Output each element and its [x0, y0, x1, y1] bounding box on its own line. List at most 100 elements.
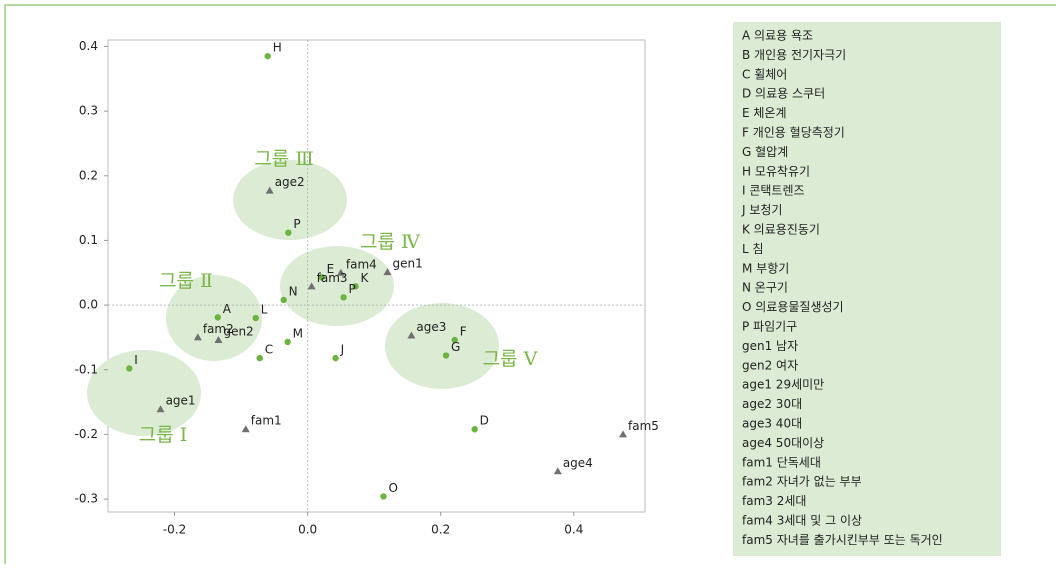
- legend-entry: fam3 2세대: [742, 494, 806, 508]
- point-label: H: [273, 41, 282, 55]
- point: [340, 294, 347, 301]
- point: [471, 426, 478, 433]
- point-label: O: [388, 481, 397, 495]
- point: [264, 52, 271, 60]
- point-label: C: [265, 343, 273, 357]
- group-region: [87, 350, 201, 436]
- frame: [4, 4, 1056, 564]
- point: [553, 467, 562, 475]
- group-label: 그룹 Ⅱ: [159, 270, 213, 292]
- y-tick-label: 0.4: [79, 39, 98, 53]
- point: [332, 354, 339, 362]
- point: [285, 229, 292, 236]
- point-label: L: [261, 303, 268, 317]
- legend-entry: F 개인용 혈당측정기: [742, 126, 845, 140]
- point-label: F: [460, 325, 467, 339]
- point: [280, 296, 287, 304]
- legend-entry: P 파임기구: [742, 320, 797, 334]
- point: [252, 314, 259, 322]
- point: [193, 333, 202, 341]
- point: [265, 186, 274, 194]
- group-region: [166, 275, 262, 361]
- legend-entry: fam1 단독세대: [742, 455, 821, 469]
- legend-entry: A 의료용 욕조: [742, 29, 813, 43]
- point-label: P: [349, 282, 356, 296]
- point-label: D: [480, 414, 489, 428]
- y-tick-label: 0.1: [79, 233, 98, 247]
- point-label: age4: [563, 456, 593, 470]
- point: [380, 493, 387, 500]
- point-label: age1: [166, 394, 196, 408]
- point-label: gen1: [392, 257, 422, 271]
- group-label: 그룹 Ⅳ: [360, 231, 421, 253]
- point: [214, 336, 223, 344]
- x-tick-label: 0.2: [431, 523, 450, 537]
- legend-entry: D 의료용 스쿠터: [742, 87, 825, 101]
- legend-entry: fam5 자녀를 출가시킨부부 또는 독거인: [742, 533, 943, 547]
- point-label: P: [293, 217, 300, 231]
- point: [241, 425, 250, 433]
- legend-entry: G 혈압계: [742, 145, 788, 159]
- point-label: K: [361, 271, 370, 285]
- legend-entry: gen2 여자: [742, 358, 798, 372]
- point: [256, 354, 263, 362]
- point: [214, 314, 221, 321]
- group-region: [233, 160, 347, 240]
- point: [451, 336, 458, 344]
- point-label: J: [340, 343, 345, 357]
- point: [407, 331, 416, 339]
- point-label: M: [293, 326, 303, 340]
- point-label: fam3: [317, 271, 348, 285]
- y-tick-label: -0.3: [75, 492, 98, 506]
- legend-entry: age3 40대: [742, 417, 802, 431]
- point: [156, 405, 165, 413]
- legend-entry: age4 50대이상: [742, 436, 824, 450]
- legend-entry: gen1 남자: [742, 339, 798, 353]
- legend-entry: M 부항기: [742, 261, 789, 275]
- legend-box: [733, 22, 1001, 556]
- point-label: fam5: [628, 419, 659, 433]
- group-label: 그룹 Ⅲ: [254, 148, 313, 170]
- point: [352, 283, 359, 290]
- group-label: 그룹 Ⅰ: [139, 424, 188, 446]
- legend-entry: I 콘택트렌즈: [742, 184, 805, 198]
- legend-entry: B 개인용 전기자극기: [742, 48, 846, 62]
- y-tick-label: 0.0: [79, 298, 98, 312]
- point: [336, 268, 345, 276]
- x-tick-label: 0.4: [564, 523, 583, 537]
- point-label: age3: [416, 320, 446, 334]
- y-tick-label: -0.2: [75, 427, 98, 441]
- legend-entry: N 온구기: [742, 281, 788, 295]
- point: [126, 365, 133, 372]
- point-label: age2: [275, 175, 305, 189]
- point-label: fam2: [203, 322, 234, 336]
- y-tick-label: 0.3: [79, 104, 98, 118]
- y-tick-label: -0.1: [75, 362, 98, 376]
- legend-entry: fam2 자녀가 없는 부부: [742, 475, 862, 489]
- legend-entry: O 의료용물질생성기: [742, 300, 844, 314]
- point-label: fam1: [251, 414, 282, 428]
- legend-entry: H 모유착유기: [742, 164, 810, 178]
- group-region: [280, 246, 394, 326]
- legend-entry: age2 30대: [742, 397, 802, 411]
- point: [619, 430, 628, 438]
- point-label: A: [223, 302, 232, 316]
- x-tick-label: -0.2: [163, 523, 186, 537]
- point-label: G: [451, 340, 460, 354]
- x-tick-label: 0.0: [298, 523, 317, 537]
- legend-entry: C 휠체어: [742, 67, 787, 81]
- legend-entry: J 보청기: [741, 203, 782, 217]
- point: [318, 274, 325, 281]
- group-region: [385, 303, 499, 389]
- group-label: 그룹 Ⅴ: [483, 348, 538, 370]
- legend-entry: K 의료용진동기: [742, 223, 820, 237]
- legend-entry: age1 29세미만: [742, 378, 824, 392]
- point: [284, 338, 291, 346]
- y-tick-label: 0.2: [79, 168, 98, 182]
- legend-entry: E 체온계: [742, 106, 787, 120]
- point: [442, 352, 450, 359]
- point: [383, 268, 392, 276]
- point-label: N: [289, 284, 298, 298]
